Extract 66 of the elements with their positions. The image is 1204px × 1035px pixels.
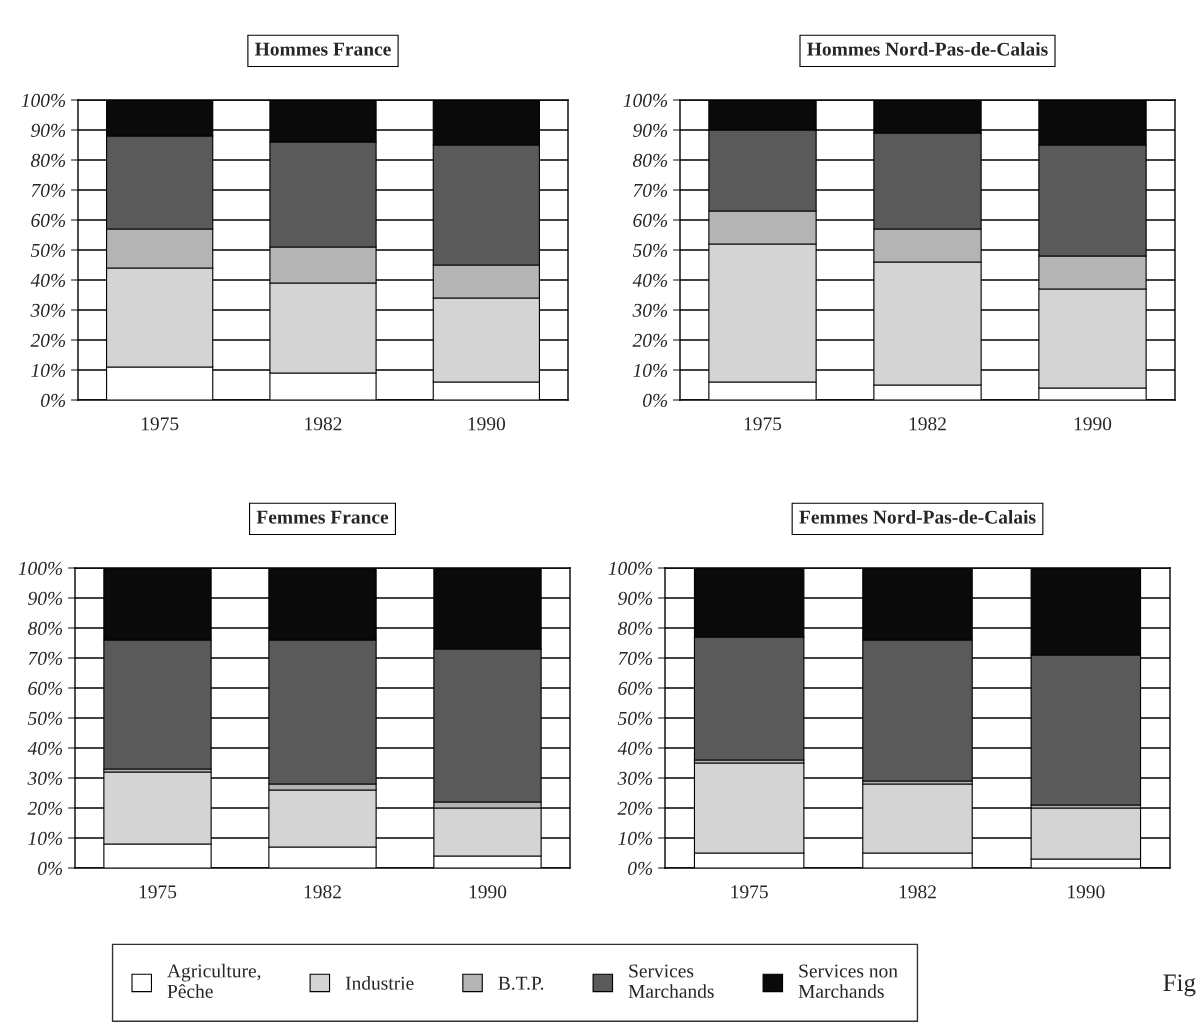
y-tick-label: 60% <box>28 681 63 695</box>
y-tick-label: 10% <box>28 831 63 845</box>
y-tick-label: 90% <box>31 123 66 137</box>
y-tick-label: 90% <box>618 591 653 605</box>
y-tick-label: 100% <box>18 561 63 575</box>
y-tick-label: 50% <box>617 711 653 725</box>
y-tick-label: 90% <box>28 591 63 605</box>
y-tick-label: 40% <box>27 741 63 755</box>
y-tick-label: 40% <box>632 273 668 287</box>
y-tick-label: 0% <box>41 393 66 407</box>
y-tick-label: 60% <box>618 681 653 695</box>
y-tick-label: 10% <box>633 363 668 377</box>
legend-label: Agriculture, Pêche <box>167 963 261 998</box>
y-tick-label: 100% <box>21 93 66 107</box>
y-tick-label: 70% <box>633 183 668 197</box>
y-tick-label: 30% <box>617 771 653 785</box>
y-tick-label: 20% <box>27 801 63 815</box>
y-tick-label: 30% <box>27 771 63 785</box>
y-tick-label: 80% <box>30 153 66 167</box>
y-tick-label: 80% <box>617 621 653 635</box>
y-tick-label: 0% <box>628 861 653 875</box>
x-tick-label: 1990 <box>1068 885 1105 899</box>
y-tick-label: 20% <box>632 333 668 347</box>
y-tick-label: 70% <box>618 651 653 665</box>
y-tick-label: 50% <box>27 711 63 725</box>
y-tick-label: 20% <box>617 801 653 815</box>
y-tick-label: 10% <box>618 831 653 845</box>
x-tick-label: 1982 <box>909 417 946 431</box>
y-tick-label: 40% <box>617 741 653 755</box>
legend-label: Industrie <box>345 976 414 990</box>
x-tick-label: 1975 <box>141 417 179 431</box>
y-tick-label: 60% <box>31 213 66 227</box>
y-tick-label: 70% <box>31 183 66 197</box>
x-tick-label: 1990 <box>1074 417 1112 431</box>
y-tick-label: 30% <box>30 303 66 317</box>
x-tick-label: 1990 <box>468 417 506 431</box>
y-tick-label: 0% <box>38 861 63 875</box>
text: Fig <box>1163 974 1196 997</box>
y-tick-label: 80% <box>27 621 63 635</box>
y-tick-label: 40% <box>30 273 66 287</box>
x-tick-label: 1982 <box>305 417 342 431</box>
y-tick-label: 100% <box>608 561 653 575</box>
chart-title: Femmes Nord-Pas-de-Calais <box>799 510 1036 524</box>
chart-title: Hommes France <box>255 42 391 56</box>
chart-title: Hommes Nord-Pas-de-Calais <box>807 42 1048 56</box>
legend-label: Services non Marchands <box>798 964 898 998</box>
legend-label: Services Marchands <box>628 964 714 998</box>
x-tick-label: 1990 <box>469 885 507 899</box>
x-tick-label: 1975 <box>731 885 768 899</box>
y-tick-label: 10% <box>31 363 66 377</box>
y-tick-label: 80% <box>632 153 668 167</box>
x-tick-label: 1982 <box>899 885 936 899</box>
y-tick-label: 50% <box>30 243 66 257</box>
y-tick-label: 100% <box>623 93 668 107</box>
chart-title: Femmes France <box>256 510 389 524</box>
y-tick-label: 20% <box>30 333 66 347</box>
y-tick-label: 70% <box>28 651 63 665</box>
y-tick-label: 60% <box>633 213 668 227</box>
y-tick-label: 30% <box>632 303 668 317</box>
legend-label: B.T.P. <box>498 976 544 990</box>
y-tick-label: 0% <box>643 393 668 407</box>
x-tick-label: 1975 <box>744 417 782 431</box>
y-tick-label: 90% <box>633 123 668 137</box>
y-tick-label: 50% <box>632 243 668 257</box>
x-tick-label: 1975 <box>139 885 177 899</box>
x-tick-label: 1982 <box>304 885 341 899</box>
